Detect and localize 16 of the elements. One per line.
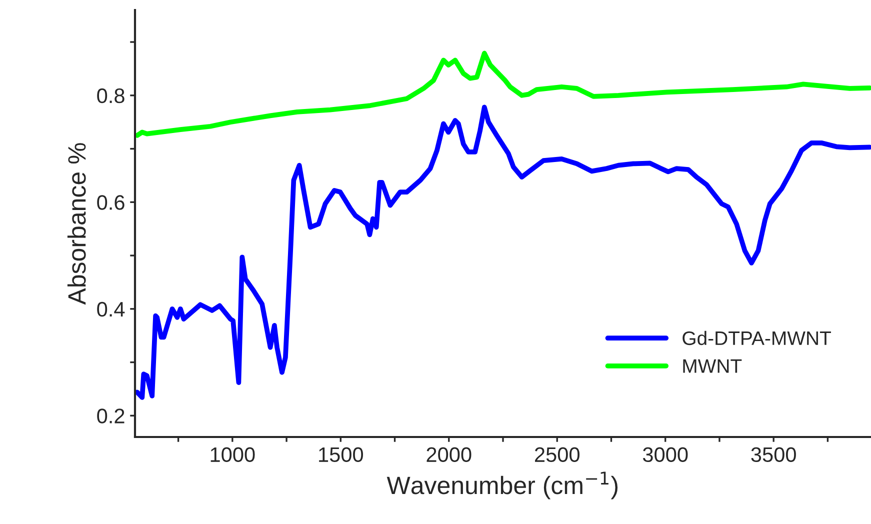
y-tick-label: 0.4 bbox=[97, 302, 125, 317]
line-series bbox=[135, 104, 871, 400]
legend-label: Gd-DTPA-MWNT bbox=[682, 330, 831, 346]
x-tick-label: 3000 bbox=[642, 447, 688, 462]
y-tick-label: 0.2 bbox=[97, 408, 124, 424]
x-tick-label: 1000 bbox=[210, 447, 255, 462]
x-tick-label: 2500 bbox=[534, 447, 580, 462]
y-tick-label: 0.8 bbox=[97, 88, 124, 104]
y-axis-title: Absorbance % bbox=[67, 143, 86, 305]
y-tick-label: 0.6 bbox=[97, 195, 124, 210]
x-tick-label: 3500 bbox=[751, 447, 796, 462]
line-series bbox=[135, 50, 871, 138]
legend-label: MWNT bbox=[683, 359, 742, 373]
x-axis-title: Wavenumber (cm$^{−1}$) bbox=[386, 472, 618, 500]
x-tick-label: 2000 bbox=[426, 447, 472, 462]
x-tick-label: 1500 bbox=[319, 447, 364, 462]
